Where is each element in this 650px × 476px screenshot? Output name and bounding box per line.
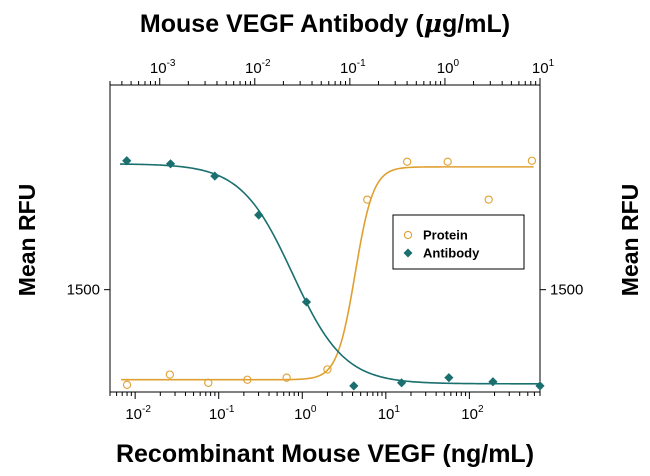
fit-curve-antibody [120, 163, 543, 385]
top-axis-tick-label: 101 [532, 58, 555, 77]
top-axis-tick-label: 100 [437, 58, 460, 77]
bottom-axis-tick-label: 10-2 [125, 404, 151, 423]
y-axis-tick-label-left: 1500 [67, 282, 100, 299]
data-point-antibody [349, 381, 359, 391]
data-point-antibody [396, 378, 407, 388]
y-axis-title-right: Mean RFU [617, 184, 643, 296]
data-point-protein [243, 375, 252, 384]
legend-antibody-marker [403, 248, 413, 258]
top-axis-tick-label: 10-2 [245, 58, 271, 77]
top-axis-title-suffix: g/mL) [442, 10, 510, 38]
data-point-antibody [165, 159, 176, 169]
data-point-antibody [122, 156, 132, 166]
data-point-protein [204, 378, 213, 387]
top-axis-title-prefix: Mouse VEGF Antibody ( [140, 10, 424, 38]
data-point-antibody [301, 297, 312, 307]
data-point-antibody [444, 373, 454, 383]
data-point-antibody [535, 381, 545, 391]
data-point-protein [403, 157, 412, 166]
top-axis-title: Mouse VEGF Antibody (μg/mL) [140, 9, 510, 38]
legend-protein-marker [403, 230, 413, 240]
top-axis-tick-label: 10-3 [150, 58, 176, 77]
data-point-protein [443, 157, 452, 166]
legend-antibody-label: Antibody [423, 246, 480, 261]
bottom-axis-tick-label: 101 [378, 404, 401, 423]
data-point-protein [122, 380, 132, 389]
top-axis-title-mu: μ [424, 9, 442, 38]
y-axis-title-left: Mean RFU [14, 184, 40, 296]
legend-protein-label: Protein [423, 228, 468, 243]
data-point-protein [484, 195, 493, 204]
bottom-axis-tick-label: 100 [294, 404, 317, 423]
data-point-antibody [254, 210, 264, 220]
data-point-protein [363, 195, 372, 204]
top-axis-tick-label: 10-1 [340, 58, 366, 77]
bottom-axis-tick-label: 10-1 [209, 404, 235, 423]
fit-curve-protein [121, 166, 534, 381]
legend-box [392, 214, 525, 270]
data-point-protein [527, 156, 537, 165]
plot-frame [109, 84, 541, 393]
legend: Protein Antibody [392, 214, 525, 270]
y-axis-tick-label-right: 1500 [550, 282, 583, 299]
bottom-axis-tick-label: 102 [461, 404, 484, 423]
data-point-antibody [488, 377, 498, 387]
data-point-antibody [210, 171, 220, 181]
data-point-protein [282, 373, 291, 382]
data-point-protein [165, 370, 174, 379]
data-point-protein [323, 365, 332, 374]
bottom-axis-title: Recombinant Mouse VEGF (ng/mL) [116, 440, 534, 468]
